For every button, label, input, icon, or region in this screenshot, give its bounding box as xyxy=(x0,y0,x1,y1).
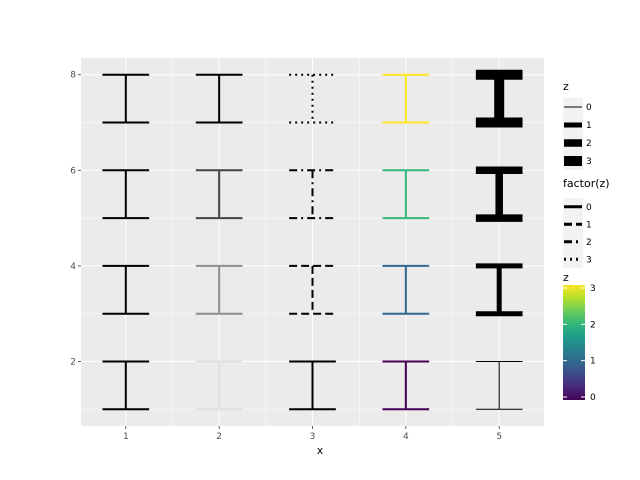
errorbar xyxy=(382,264,430,315)
errorbar-path xyxy=(289,169,336,220)
errorbar xyxy=(289,264,336,315)
legend-key: 3 xyxy=(563,152,592,170)
errorbar-path xyxy=(102,169,150,220)
x-tick-label: 2 xyxy=(216,432,222,442)
errorbar xyxy=(382,169,430,220)
x-tick-label: 3 xyxy=(310,432,316,442)
errorbar-path xyxy=(382,73,430,124)
errorbar xyxy=(289,169,336,220)
errorbar-path xyxy=(195,169,243,220)
errorbar-path xyxy=(195,360,243,411)
errorbar-marks xyxy=(102,69,523,411)
errorbar-path xyxy=(475,263,523,317)
legend-linetype: factor(z) 0 1 2 3 xyxy=(563,177,610,268)
legend-key-bg xyxy=(563,215,583,233)
errorbar-path xyxy=(475,69,523,128)
errorbar xyxy=(475,263,523,317)
errorbar xyxy=(195,264,243,315)
errorbar-path xyxy=(475,360,523,410)
legend-label: 2 xyxy=(586,139,592,149)
legend-title: z xyxy=(563,80,569,93)
y-tick-label: 2 xyxy=(70,357,76,367)
legend-size: z 0 1 2 3 xyxy=(563,80,592,170)
y-tick-label: 4 xyxy=(70,262,76,272)
errorbar-path xyxy=(382,169,430,220)
legend-key: 3 xyxy=(563,250,592,268)
errorbar xyxy=(102,73,150,124)
errorbar xyxy=(195,360,243,411)
legend-title: z xyxy=(563,271,569,284)
errorbar-path xyxy=(382,264,430,315)
legend-title: factor(z) xyxy=(563,177,610,190)
legend-colorbar: z 0 1 2 3 xyxy=(563,271,596,403)
errorbar xyxy=(195,73,243,124)
legend-key: 1 xyxy=(563,215,592,233)
errorbar xyxy=(475,360,523,410)
errorbar xyxy=(102,360,150,411)
errorbar xyxy=(382,360,430,411)
x-tick-label: 1 xyxy=(123,432,129,442)
legend-key: 1 xyxy=(563,116,592,134)
legend-key: 0 xyxy=(563,98,592,116)
y-tick-label: 8 xyxy=(70,71,76,81)
legend-label: 1 xyxy=(586,121,592,131)
colorbar-label: 3 xyxy=(590,284,596,294)
legend-key: 2 xyxy=(563,233,592,251)
errorbar-path xyxy=(289,264,336,315)
legend-label: 2 xyxy=(586,238,592,248)
y-tick-label: 6 xyxy=(70,166,76,176)
legend-key-bg xyxy=(563,233,583,251)
errorbar-path xyxy=(195,264,243,315)
colorbar-label: 1 xyxy=(590,357,596,367)
errorbar xyxy=(102,264,150,315)
errorbar-path xyxy=(102,73,150,124)
errorbar-path xyxy=(382,360,430,411)
colorbar-label: 0 xyxy=(590,393,596,403)
x-tick-label: 4 xyxy=(403,432,409,442)
colorbar xyxy=(563,285,585,400)
errorbar xyxy=(475,166,523,222)
legend-label: 1 xyxy=(586,220,592,230)
colorbar-label: 2 xyxy=(590,320,596,330)
legend-label: 0 xyxy=(586,203,592,213)
axes: x 1 2 3 4 5 2 4 6 8 xyxy=(70,71,502,457)
errorbar xyxy=(195,169,243,220)
errorbar-path xyxy=(289,73,336,124)
errorbar xyxy=(289,360,336,411)
x-tick-label: 5 xyxy=(496,432,502,442)
errorbar xyxy=(475,69,523,128)
legend-label: 0 xyxy=(586,103,592,113)
errorbar xyxy=(102,169,150,220)
errorbar-path xyxy=(102,264,150,315)
legends: z 0 1 2 3 factor(z) 0 1 2 3 z 0 1 2 3 xyxy=(563,80,610,403)
errorbar-path xyxy=(102,360,150,411)
errorbar-path xyxy=(289,360,336,411)
errorbar xyxy=(289,73,336,124)
legend-key: 2 xyxy=(563,134,592,152)
legend-key: 0 xyxy=(563,198,592,216)
errorbar xyxy=(382,73,430,124)
legend-label: 3 xyxy=(586,157,592,167)
legend-key-bg xyxy=(563,250,583,268)
errorbar-path xyxy=(475,166,523,222)
errorbar-path xyxy=(195,73,243,124)
x-axis-title: x xyxy=(317,444,324,457)
legend-label: 3 xyxy=(586,255,592,265)
